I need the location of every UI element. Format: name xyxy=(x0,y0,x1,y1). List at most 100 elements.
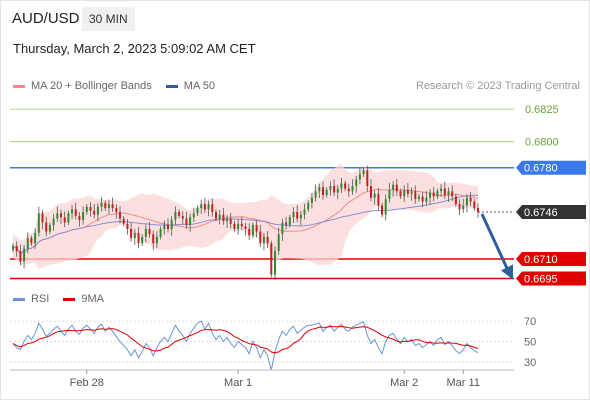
candle-bull xyxy=(277,234,280,252)
candle-bull xyxy=(163,225,166,229)
candle-bull xyxy=(340,183,343,189)
candle-bear xyxy=(104,202,107,209)
candle-bear xyxy=(15,245,18,252)
candle-bull xyxy=(425,197,428,202)
candle-bull xyxy=(82,212,85,220)
candle-bull xyxy=(292,212,295,218)
candle-bull xyxy=(403,189,406,197)
candle-bull xyxy=(100,202,103,207)
legend-item-rsi: RSI xyxy=(13,293,49,305)
candle-bear xyxy=(473,201,476,209)
candle-bull xyxy=(192,213,195,218)
candle-bull xyxy=(303,209,306,215)
candle-bull xyxy=(274,251,276,275)
candle-bear xyxy=(477,208,479,212)
candle-bull xyxy=(218,214,221,219)
candle-bull xyxy=(440,188,443,192)
candle-bull xyxy=(410,191,413,194)
candle-bull xyxy=(141,236,144,244)
candle-bear xyxy=(451,191,454,197)
candle-bear xyxy=(178,212,181,216)
candle-bear xyxy=(185,218,188,226)
candle-bear xyxy=(45,222,48,232)
candle-bear xyxy=(370,186,372,198)
candle-bear xyxy=(115,208,118,212)
candle-bull xyxy=(200,204,203,209)
timeframe-badge[interactable]: 30 MIN xyxy=(82,7,135,31)
candle-bear xyxy=(347,188,350,192)
level-label-0.6695: 0.6695 xyxy=(524,273,558,285)
candle-bear xyxy=(443,188,446,196)
candle-bull xyxy=(307,202,310,210)
candle-bear xyxy=(414,191,417,199)
candle-bull xyxy=(170,219,173,229)
candle-bear xyxy=(222,214,225,222)
candle-bull xyxy=(310,197,313,203)
chart-header: AUD/USD 30 MIN xyxy=(0,0,590,38)
candle-bull xyxy=(384,199,387,215)
legend-label-9ma: 9MA xyxy=(81,293,104,305)
level-label-0.6780: 0.6780 xyxy=(524,163,558,175)
candle-bear xyxy=(259,231,262,244)
level-label-0.6800: 0.6800 xyxy=(525,137,559,149)
level-tag-0.6710 xyxy=(516,251,586,266)
level-lines: 0.6825 0.6800 0.6780 0.6746 0.6710 0.6695 xyxy=(10,104,586,286)
candle-bear xyxy=(432,192,435,197)
candle-bull xyxy=(358,174,361,180)
candle-bear xyxy=(63,217,66,223)
candle-bull xyxy=(288,217,291,226)
candle-bull xyxy=(133,232,136,239)
candle-bear xyxy=(215,212,217,219)
candle-bear xyxy=(381,205,383,215)
timestamp: Thursday, March 2, 2023 5:09:02 AM CET xyxy=(13,41,256,56)
rsi-9ma-line xyxy=(12,325,479,354)
candle-bull xyxy=(237,223,240,229)
candle-bull xyxy=(226,218,228,222)
candle-bull xyxy=(107,204,110,209)
candle-bear xyxy=(377,193,380,206)
symbol-title: AUD/USD xyxy=(12,10,80,27)
candle-bull xyxy=(67,213,70,223)
candle-bear xyxy=(395,184,398,192)
candle-bull xyxy=(299,214,302,219)
level-label-0.6746: 0.6746 xyxy=(524,207,558,219)
candle-bear xyxy=(266,236,269,244)
candle-bull xyxy=(373,193,376,198)
candle-bear xyxy=(203,204,206,210)
candle-bear xyxy=(322,187,324,196)
candle-bull xyxy=(325,189,328,196)
legend-item-9ma: 9MA xyxy=(63,293,104,305)
candle-bear xyxy=(148,229,151,235)
candle-bear xyxy=(111,204,114,209)
candle-bull xyxy=(174,212,177,220)
rsi-tick-70: 70 xyxy=(524,316,536,328)
legend-item-ma20: MA 20 + Bollinger Bands xyxy=(13,80,152,92)
candle-bear xyxy=(30,238,33,244)
candle-bull xyxy=(314,191,317,198)
candle-bull xyxy=(392,184,395,190)
candle-bull xyxy=(351,186,354,192)
candle-bull xyxy=(362,170,365,175)
candle-bear xyxy=(255,225,258,232)
candle-bear xyxy=(240,223,243,227)
candle-bear xyxy=(454,196,457,205)
candle-bull xyxy=(465,197,468,206)
candle-bear xyxy=(130,229,133,239)
candle-bear xyxy=(229,218,232,224)
legend-swatch-9ma xyxy=(63,297,76,301)
candle-bull xyxy=(429,192,431,198)
level-label-0.6710: 0.6710 xyxy=(524,254,558,266)
candle-bear xyxy=(93,210,96,215)
candle-bull xyxy=(336,188,339,193)
candle-bull xyxy=(56,213,59,219)
candle-bear xyxy=(126,223,129,229)
candle-bull xyxy=(436,191,439,197)
forecast-arrow-shaft xyxy=(480,213,510,272)
candle-bear xyxy=(181,216,184,219)
candle-bull xyxy=(85,206,88,212)
candle-bull xyxy=(37,213,40,233)
rsi-tick-50: 50 xyxy=(524,337,536,349)
candle-bear xyxy=(122,218,125,224)
candle-bull xyxy=(12,245,14,250)
